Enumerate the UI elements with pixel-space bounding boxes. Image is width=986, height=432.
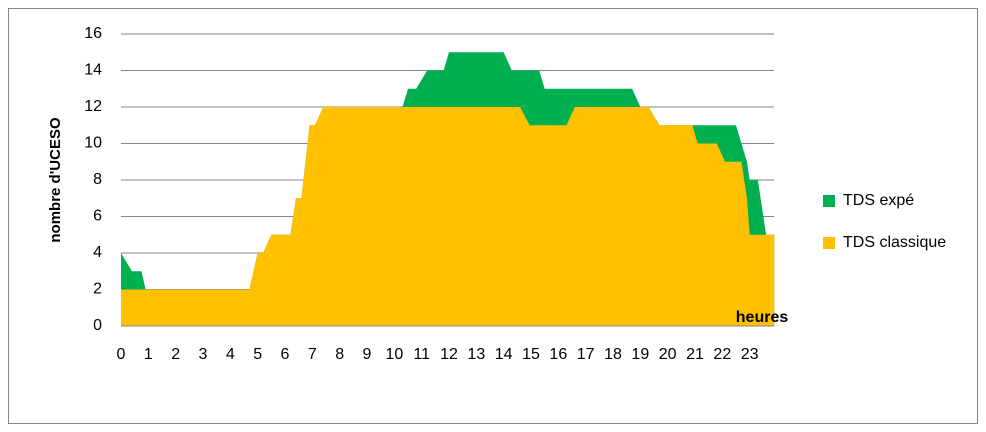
legend-label: TDS expé [843, 192, 914, 209]
y-tick-label: 6 [93, 208, 102, 225]
x-tick-label: 15 [522, 346, 540, 363]
y-tick-label: 0 [93, 317, 102, 334]
x-tick-label: 5 [253, 346, 262, 363]
y-axis-label: nombre d'UCESO [47, 117, 64, 243]
x-tick-label: 8 [335, 346, 344, 363]
x-tick-label: 16 [549, 346, 567, 363]
x-tick-label: 9 [363, 346, 372, 363]
y-tick-label: 10 [84, 135, 102, 152]
x-axis-label: heures [736, 309, 789, 326]
x-tick-label: 20 [659, 346, 677, 363]
x-tick-label: 12 [440, 346, 458, 363]
x-tick-label: 19 [631, 346, 649, 363]
legend-swatch [823, 237, 835, 249]
x-tick-label: 6 [281, 346, 290, 363]
x-tick-label: 23 [741, 346, 759, 363]
x-tick-label: 4 [226, 346, 235, 363]
y-tick-label: 12 [84, 98, 102, 115]
x-tick-label: 11 [413, 346, 430, 363]
x-tick-label: 22 [713, 346, 731, 363]
area [121, 107, 775, 326]
x-tick-label: 1 [144, 346, 153, 363]
y-tick-label: 4 [93, 244, 102, 261]
y-tick-label: 16 [84, 25, 102, 42]
y-tick-label: 8 [93, 171, 102, 188]
x-tick-label: 17 [577, 346, 595, 363]
x-tick-label: 0 [117, 346, 126, 363]
x-tick-label: 21 [686, 346, 704, 363]
x-tick-label: 18 [604, 346, 622, 363]
x-tick-label: 13 [467, 346, 485, 363]
x-tick-label: 10 [385, 346, 403, 363]
y-tick-label: 14 [84, 62, 102, 79]
x-tick-label: 2 [171, 346, 180, 363]
x-tick-label: 3 [199, 346, 208, 363]
legend-swatch [823, 195, 835, 207]
y-tick-label: 2 [93, 281, 102, 298]
x-tick-label: 7 [308, 346, 317, 363]
x-tick-label: 14 [495, 346, 513, 363]
legend-label: TDS classique [843, 234, 946, 251]
